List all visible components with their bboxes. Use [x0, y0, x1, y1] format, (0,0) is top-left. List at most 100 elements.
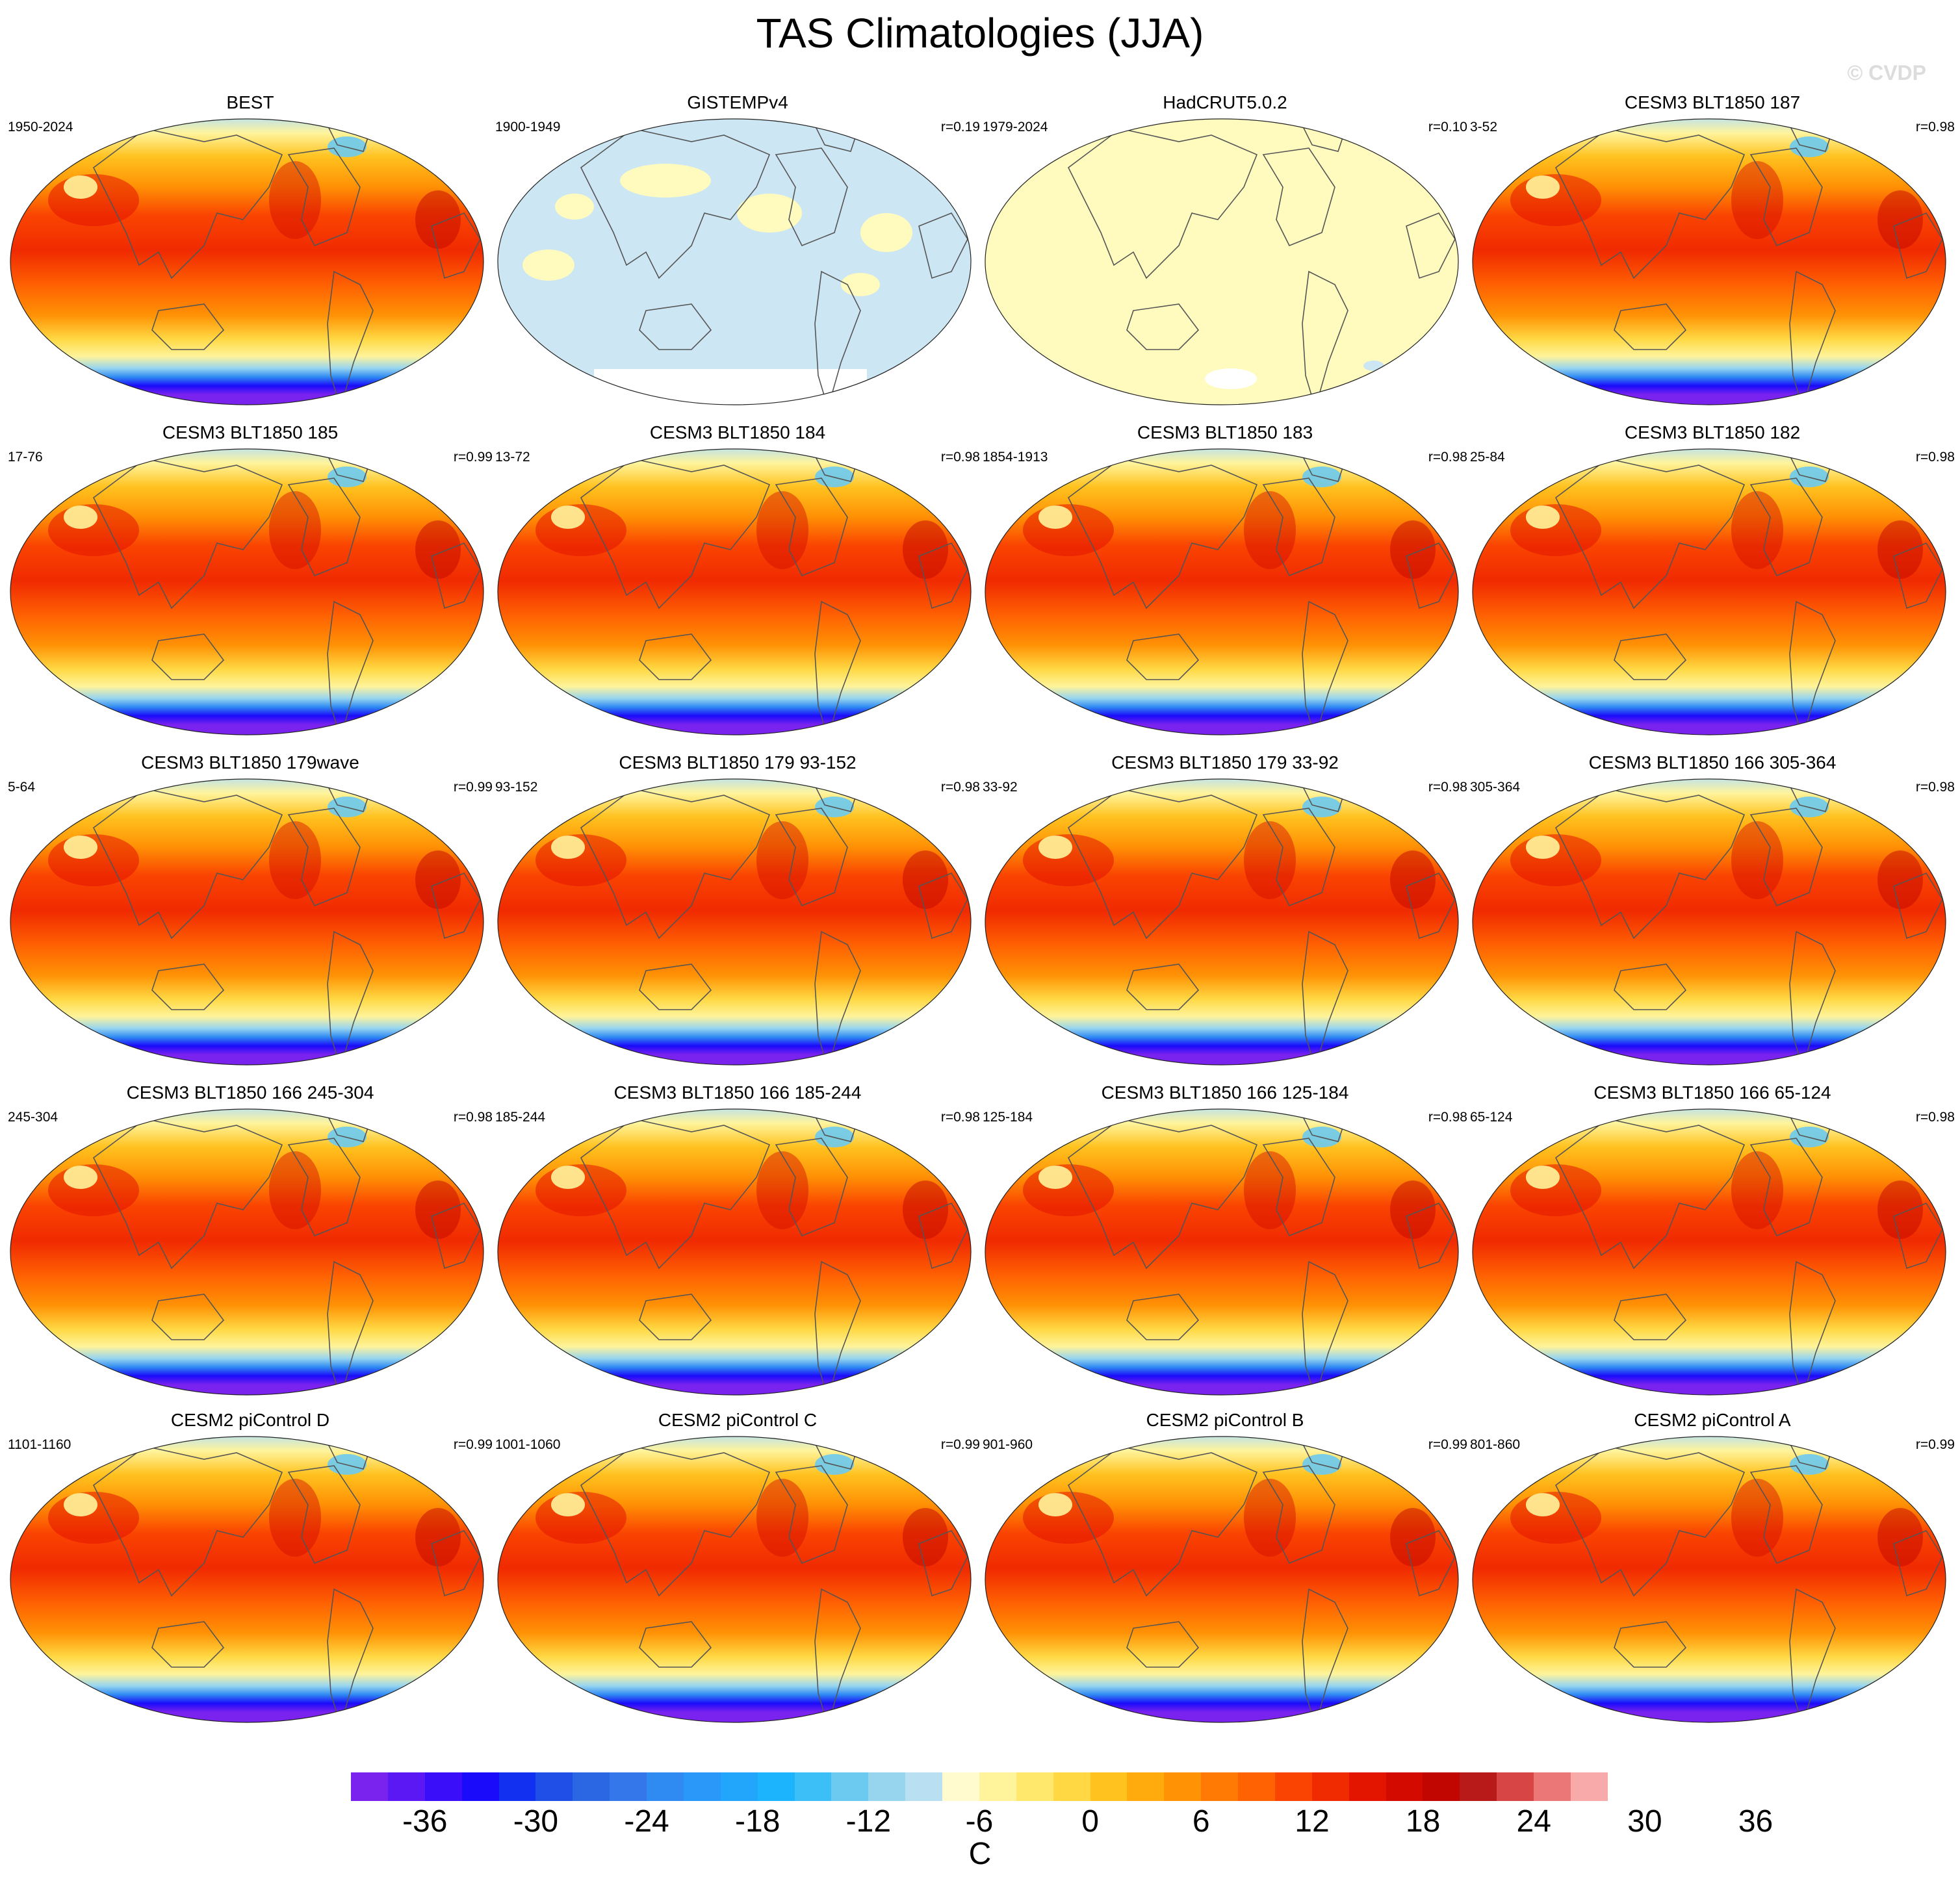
panel-years: 1950-2024	[8, 120, 73, 134]
panel-correlation: r=0.98	[1915, 780, 1955, 795]
world-map	[10, 1436, 484, 1723]
panel-title: CESM2 piControl B	[1146, 1410, 1304, 1430]
panel-years: 33-92	[983, 780, 1018, 795]
panel-years: 93-152	[495, 780, 538, 795]
world-map	[985, 1108, 1459, 1396]
panel-years: 125-184	[983, 1110, 1033, 1125]
colorbar-tick-label: -24	[624, 1804, 669, 1839]
world-map	[10, 448, 484, 735]
panel-title: CESM3 BLT1850 184	[649, 422, 826, 442]
colorbar-tick-label: 0	[1081, 1804, 1099, 1839]
colorbar-box	[1201, 1772, 1238, 1801]
colorbar-box	[498, 1772, 536, 1801]
colorbar-box	[1497, 1772, 1534, 1801]
panel-years: 185-244	[495, 1110, 546, 1125]
colorbar-box	[1164, 1772, 1202, 1801]
panel-years: 65-124	[1470, 1110, 1513, 1125]
map-panel: CESM3 BLT1850 166 65-124 65-124 r=0.98	[1469, 1082, 1956, 1407]
colorbar-box	[868, 1772, 906, 1801]
colorbar	[351, 1772, 1608, 1801]
colorbar-box	[573, 1772, 610, 1801]
colorbar-tick-label: 24	[1516, 1804, 1551, 1839]
colorbar-box	[720, 1772, 758, 1801]
map-panel: CESM3 BLT1850 187 3-52 r=0.98	[1469, 92, 1956, 417]
colorbar-box	[794, 1772, 832, 1801]
world-map	[1472, 448, 1946, 735]
map-panel: HadCRUT5.0.2 1979-2024 r=0.10	[981, 92, 1469, 417]
colorbar-box	[351, 1772, 388, 1801]
world-map	[985, 118, 1459, 405]
panel-title: CESM3 BLT1850 187	[1624, 92, 1801, 112]
panel-correlation: r=0.98	[1915, 450, 1955, 465]
colorbar-box	[942, 1772, 979, 1801]
panel-correlation: r=0.98	[940, 450, 980, 465]
colorbar-box	[535, 1772, 573, 1801]
panel-years: 13-72	[495, 450, 530, 465]
colorbar-box	[1090, 1772, 1128, 1801]
world-map	[497, 1436, 972, 1723]
panel-years: 1979-2024	[983, 120, 1048, 134]
world-map	[1472, 118, 1946, 405]
panel-title: CESM3 BLT1850 166 65-124	[1593, 1082, 1831, 1103]
world-map	[985, 448, 1459, 735]
panel-title: HadCRUT5.0.2	[1163, 92, 1287, 112]
map-panel: GISTEMPv4 1900-1949 r=0.19	[494, 92, 981, 417]
panel-years: 1101-1160	[8, 1437, 71, 1452]
map-panel: CESM3 BLT1850 179 33-92 33-92 r=0.98	[981, 752, 1469, 1077]
colorbar-tick-label: -18	[735, 1804, 780, 1839]
panel-title: BEST	[226, 92, 274, 112]
world-map	[985, 1436, 1459, 1723]
colorbar-box	[461, 1772, 499, 1801]
colorbar-box	[1053, 1772, 1090, 1801]
world-map	[10, 1108, 484, 1396]
panel-years: 901-960	[983, 1437, 1033, 1452]
map-panel: CESM3 BLT1850 183 1854-1913 r=0.98	[981, 422, 1469, 747]
colorbar-tick-label: -30	[513, 1804, 559, 1839]
map-panel: CESM3 BLT1850 166 185-244 185-244 r=0.98	[494, 1082, 981, 1407]
colorbar-box	[1348, 1772, 1386, 1801]
panel-title: CESM3 BLT1850 166 305-364	[1588, 752, 1837, 773]
map-panel: CESM2 piControl C 1001-1060 r=0.99	[494, 1410, 981, 1735]
panel-correlation: r=0.99	[1915, 1437, 1955, 1452]
panel-years: 5-64	[8, 780, 36, 795]
panel-title: CESM3 BLT1850 166 245-304	[126, 1082, 374, 1103]
colorbar-box	[387, 1772, 425, 1801]
panel-years: 801-860	[1470, 1437, 1521, 1452]
panel-correlation: r=0.98	[453, 1110, 493, 1125]
colorbar-tick-label: -6	[965, 1804, 994, 1839]
panel-title: CESM2 piControl D	[170, 1410, 330, 1430]
colorbar-box	[647, 1772, 684, 1801]
map-panel: CESM3 BLT1850 179 93-152 93-152 r=0.98	[494, 752, 981, 1077]
world-map	[497, 118, 972, 405]
colorbar-box	[1534, 1772, 1571, 1801]
colorbar-box	[1127, 1772, 1165, 1801]
colorbar-box	[1311, 1772, 1349, 1801]
panel-title: CESM3 BLT1850 166 125-184	[1101, 1082, 1349, 1103]
panel-title: CESM2 piControl A	[1634, 1410, 1791, 1430]
panel-years: 245-304	[8, 1110, 58, 1125]
panel-years: 25-84	[1470, 450, 1505, 465]
panel-title: CESM3 BLT1850 179wave	[141, 752, 359, 773]
world-map	[497, 448, 972, 735]
panel-correlation: r=0.19	[940, 120, 980, 134]
panel-correlation: r=0.99	[940, 1437, 980, 1452]
colorbar-box	[1460, 1772, 1497, 1801]
panel-correlation: r=0.98	[1915, 1110, 1955, 1125]
panel-title: CESM3 BLT1850 179 33-92	[1111, 752, 1339, 773]
figure-title: TAS Climatologies (JJA)	[756, 10, 1204, 57]
world-map	[497, 778, 972, 1066]
colorbar-box	[1386, 1772, 1423, 1801]
panel-title: CESM3 BLT1850 166 185-244	[613, 1082, 862, 1103]
map-panel: CESM3 BLT1850 185 17-76 r=0.99	[6, 422, 494, 747]
panel-years: 305-364	[1470, 780, 1521, 795]
panel-title: CESM3 BLT1850 182	[1624, 422, 1801, 442]
colorbar-tick-label: 6	[1192, 1804, 1210, 1839]
panel-correlation: r=0.99	[453, 1437, 493, 1452]
panel-years: 3-52	[1470, 120, 1498, 134]
map-panel: CESM3 BLT1850 166 245-304 245-304 r=0.98	[6, 1082, 494, 1407]
colorbar-box	[1423, 1772, 1460, 1801]
colorbar-box	[1016, 1772, 1053, 1801]
panel-correlation: r=0.98	[1428, 450, 1467, 465]
colorbar-tick-label: -36	[402, 1804, 448, 1839]
panel-correlation: r=0.99	[453, 780, 493, 795]
